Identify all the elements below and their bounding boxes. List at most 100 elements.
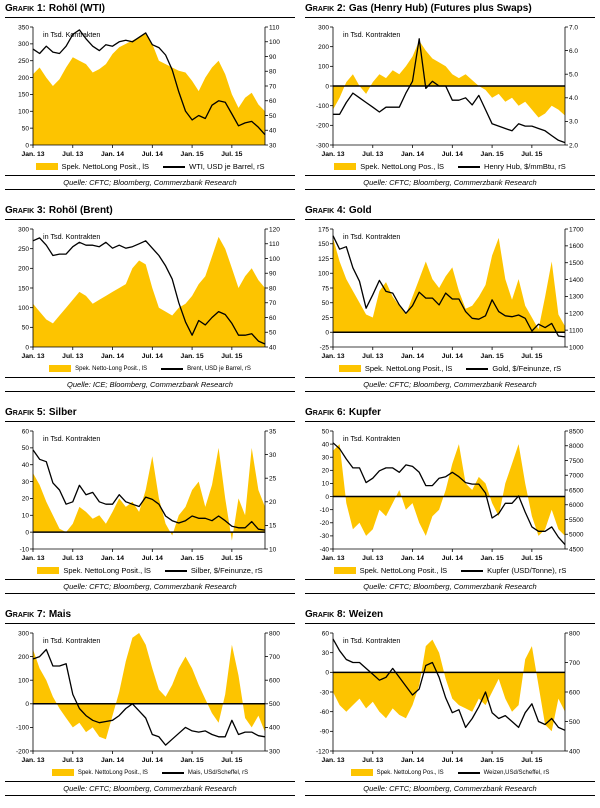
chart-title-text: Mais [48, 609, 72, 620]
svg-text:3.0: 3.0 [569, 119, 578, 126]
svg-text:Jul. 13: Jul. 13 [62, 151, 83, 158]
svg-text:6500: 6500 [569, 487, 584, 494]
chart-title: Grafik 4: Gold [305, 205, 595, 220]
svg-text:Jan. 13: Jan. 13 [321, 353, 344, 360]
svg-text:600: 600 [269, 678, 280, 685]
svg-text:Jan. 14: Jan. 14 [101, 151, 124, 158]
svg-text:7500: 7500 [569, 458, 584, 465]
area-series-swatch [51, 769, 74, 776]
area-series-label: Spek. NettoLong Posit., lS [61, 162, 150, 171]
svg-text:50: 50 [269, 330, 277, 337]
svg-text:1000: 1000 [569, 344, 584, 351]
svg-text:Jul. 15: Jul. 15 [221, 151, 242, 158]
svg-text:60: 60 [269, 315, 277, 322]
chart-title-text: Gas (Henry Hub) (Futures plus Swaps) [348, 3, 532, 14]
legend-item-line: Weizen,USd/Scheffel, rS [457, 770, 549, 776]
area-series-swatch [350, 769, 373, 776]
source-note: Quelle: CFTC; Bloomberg, Commerzbank Res… [5, 175, 295, 190]
line-series-label: Silber, $/Feinunze, rS [190, 566, 263, 575]
line-series-swatch [161, 771, 184, 774]
svg-text:400: 400 [269, 725, 280, 732]
svg-text:25: 25 [269, 476, 277, 483]
chart-legend: Spek. NettoLong Posit., lS Silber, $/Fei… [5, 565, 295, 576]
svg-text:Jul. 13: Jul. 13 [62, 353, 83, 360]
svg-text:Jan. 13: Jan. 13 [321, 757, 344, 764]
svg-text:60: 60 [269, 98, 277, 105]
svg-text:Jan. 15: Jan. 15 [181, 151, 204, 158]
svg-text:250: 250 [18, 246, 29, 253]
svg-text:100: 100 [269, 39, 280, 46]
line-series-label: Henry Hub, $/mmBtu, rS [484, 162, 566, 171]
chart-panel: Grafik 5: Silber -10 0 10 20 30 40 50 60 10 15 20 25… [0, 404, 300, 606]
svg-text:80: 80 [269, 69, 277, 76]
legend-item-area: Spek. NettoLong Posit., lS [35, 162, 150, 171]
chart-title-prefix: Grafik 4: [305, 205, 346, 216]
svg-text:120: 120 [269, 226, 280, 233]
svg-text:60: 60 [322, 630, 330, 637]
svg-text:Jul. 13: Jul. 13 [362, 555, 383, 562]
svg-text:500: 500 [269, 701, 280, 708]
source-note: Quelle: CFTC; Bloomberg, Commerzbank Res… [305, 175, 595, 190]
legend-item-area: Spek. NettoLong Pos., lS [334, 162, 444, 171]
area-series-label: Spek. NettoLong Posit., lS [364, 364, 453, 373]
legend-item-line: Silber, $/Feinunze, rS [164, 566, 263, 575]
legend-item-area: Spek. NettoLong Posit., lS [37, 566, 151, 575]
svg-text:-30: -30 [320, 533, 330, 540]
svg-text:Jan. 13: Jan. 13 [321, 555, 344, 562]
svg-text:in Tsd. Kontrakten: in Tsd. Kontrakten [43, 232, 100, 241]
svg-text:Jul. 14: Jul. 14 [442, 555, 463, 562]
svg-text:Jan. 13: Jan. 13 [21, 555, 44, 562]
svg-text:0: 0 [325, 670, 329, 677]
svg-text:1400: 1400 [569, 277, 584, 284]
svg-text:-10: -10 [320, 507, 330, 514]
chart-title: Grafik 8: Weizen [305, 609, 595, 624]
svg-text:800: 800 [269, 630, 280, 637]
svg-text:90: 90 [269, 54, 277, 61]
svg-text:-100: -100 [316, 103, 329, 110]
svg-text:-120: -120 [316, 748, 329, 755]
svg-text:-200: -200 [16, 748, 29, 755]
svg-text:1100: 1100 [569, 327, 583, 334]
svg-text:100: 100 [18, 678, 29, 685]
svg-text:90: 90 [269, 271, 277, 278]
line-series-label: WTI, USD je Barrel, rS [189, 162, 265, 171]
svg-text:100: 100 [318, 271, 329, 278]
svg-text:-90: -90 [320, 729, 330, 736]
svg-text:Jan. 13: Jan. 13 [321, 151, 344, 158]
svg-text:Jul. 15: Jul. 15 [221, 353, 242, 360]
svg-text:4.0: 4.0 [569, 95, 578, 102]
source-note: Quelle: CFTC; Bloomberg, Commerzbank Res… [5, 579, 295, 594]
legend-item-area: Spek. NettoLong Posit., lS [51, 769, 148, 776]
svg-text:8000: 8000 [569, 443, 584, 450]
svg-text:Jul. 13: Jul. 13 [362, 151, 383, 158]
svg-text:30: 30 [322, 455, 330, 462]
svg-text:5500: 5500 [569, 517, 584, 524]
svg-text:Jan. 15: Jan. 15 [481, 353, 504, 360]
combo-chart: 0 50 100 150 200 250 300 350 30 40 50 60 70 80 90 100 11… [18, 24, 280, 158]
svg-text:10: 10 [22, 513, 30, 520]
svg-text:Jan. 13: Jan. 13 [21, 151, 44, 158]
svg-text:-60: -60 [320, 709, 330, 716]
legend-item-line: Kupfer (USD/Tonne), rS [461, 566, 566, 575]
area-series-label: Spek. Netto-Long Posit., lS [75, 365, 148, 372]
svg-text:50: 50 [269, 113, 277, 120]
chart-panel: Grafik 1: Rohöl (WTI) 0 50 100 150 200 250 300 3… [0, 0, 300, 202]
svg-text:in Tsd. Kontrakten: in Tsd. Kontrakten [343, 434, 400, 443]
svg-text:Jul. 15: Jul. 15 [521, 151, 542, 158]
combo-chart: -40 -30 -20 -10 0 10 20 30 40 50 4500 5000 5500 6000 6… [320, 428, 584, 562]
svg-text:150: 150 [18, 285, 29, 292]
svg-text:Jan. 14: Jan. 14 [101, 353, 124, 360]
line-series-label: Mais, USd/Scheffel, rS [187, 769, 249, 776]
svg-text:Jan. 15: Jan. 15 [181, 555, 204, 562]
line-series-swatch [163, 165, 186, 168]
chart-title: Grafik 2: Gas (Henry Hub) (Futures plus S… [305, 3, 595, 18]
svg-text:20: 20 [22, 496, 30, 503]
legend-item-area: Spek. NettoLong Pos., lS [350, 769, 444, 776]
svg-text:110: 110 [269, 24, 280, 31]
svg-text:Jul. 14: Jul. 14 [442, 151, 463, 158]
combo-chart: -120 -90 -60 -30 0 30 60 400 500 600 700 800 Jan. 13… [316, 630, 580, 764]
area-series-label: Spek. NettoLong Posit., lS [359, 566, 448, 575]
legend-item-line: Gold, $/Feinunze, rS [466, 364, 561, 373]
chart-title-prefix: Grafik 7: [5, 609, 46, 620]
